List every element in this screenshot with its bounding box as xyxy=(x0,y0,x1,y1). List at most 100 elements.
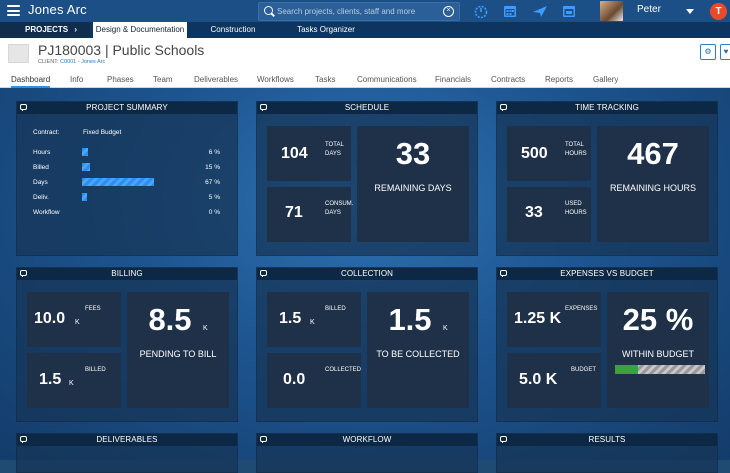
nav-tab-design[interactable]: Design & Documentation xyxy=(93,22,187,38)
tab-dashboard[interactable]: Dashboard xyxy=(11,75,51,88)
nav-tab-construction[interactable]: Construction xyxy=(210,25,256,34)
remaining-days-value: 33 xyxy=(395,136,431,171)
total-hours-label: TOTAL HOURS xyxy=(565,142,587,157)
expenses-label: EXPENSES xyxy=(565,306,598,312)
nav-tab-tasks-organizer[interactable]: Tasks Organizer xyxy=(297,25,355,34)
tab-communications[interactable]: Communications xyxy=(357,75,417,84)
panel-deliverables: DELIVERABLES xyxy=(16,433,238,473)
tab-deliverables[interactable]: Deliverables xyxy=(194,75,239,84)
app-title: Jones Arc xyxy=(28,2,87,17)
client-label: CLIENT: xyxy=(38,59,59,65)
tab-info[interactable]: Info xyxy=(70,75,84,84)
summary-row-pct: 15 % xyxy=(205,164,220,171)
comment-icon[interactable] xyxy=(500,270,507,277)
budget-gauge-fill xyxy=(615,365,638,374)
panel-title: BILLING xyxy=(17,268,237,280)
collection-billed-box: 1.5 K BILLED xyxy=(267,292,361,347)
tab-financials[interactable]: Financials xyxy=(435,75,472,84)
panel-collection: COLLECTION 1.5 K BILLED 0.0 COLLECTED 1.… xyxy=(256,267,478,422)
comment-icon[interactable] xyxy=(500,436,507,443)
chevron-right-icon: › xyxy=(74,25,78,34)
top-bar: Jones Arc × Peter T xyxy=(0,0,730,22)
projects-menu[interactable]: PROJECTS › xyxy=(0,22,90,38)
send-icon[interactable] xyxy=(532,3,548,19)
tab-workflows[interactable]: Workflows xyxy=(257,75,294,84)
user-name[interactable]: Peter xyxy=(637,4,661,15)
timer-icon[interactable] xyxy=(473,3,489,19)
summary-row-label: Deliv. xyxy=(33,194,49,201)
client-link[interactable]: C0001 - Jones Arc xyxy=(60,59,106,65)
collected-box: 0.0 COLLECTED xyxy=(267,353,361,408)
panel-title: PROJECT SUMMARY xyxy=(17,102,237,114)
menu-icon[interactable] xyxy=(7,5,20,16)
panel-billing: BILLING 10.0 K FEES 1.5 K BILLED 8.5 K P… xyxy=(16,267,238,422)
panel-workflow: WORKFLOW xyxy=(256,433,478,473)
pending-value: 8.5 xyxy=(148,302,192,337)
billed-box: 1.5 K BILLED xyxy=(27,353,121,408)
clear-icon[interactable]: × xyxy=(443,6,454,17)
consumed-days-label: CONSUM. DAYS xyxy=(325,201,354,216)
summary-row-label: Days xyxy=(33,179,48,186)
tab-tasks[interactable]: Tasks xyxy=(315,75,336,84)
panel-title: RESULTS xyxy=(497,434,717,446)
schedule-icon[interactable] xyxy=(561,3,577,19)
comment-icon[interactable] xyxy=(20,436,27,443)
avatar[interactable] xyxy=(600,1,623,21)
project-tabs: Dashboard Info Phases Team Deliverables … xyxy=(0,71,730,88)
panel-schedule: SCHEDULE 104 TOTAL DAYS 71 CONSUM. DAYS … xyxy=(256,101,478,256)
comment-icon[interactable] xyxy=(20,270,27,277)
to-be-collected-label: TO BE COLLECTED xyxy=(376,349,460,359)
summary-row-pct: 67 % xyxy=(205,179,220,186)
comment-icon[interactable] xyxy=(20,104,27,111)
to-be-collected-unit: K xyxy=(443,325,448,332)
panel-title: SCHEDULE xyxy=(257,102,477,114)
panel-title: DELIVERABLES xyxy=(17,434,237,446)
fees-label: FEES xyxy=(85,306,101,312)
favorite-button[interactable]: ♥ xyxy=(720,44,730,60)
panel-project-summary: PROJECT SUMMARY Contract: Fixed Budget H… xyxy=(16,101,238,256)
panel-title: TIME TRACKING xyxy=(497,102,717,114)
progress-bar-days xyxy=(82,178,154,186)
tab-reports[interactable]: Reports xyxy=(545,75,574,84)
budget-gauge xyxy=(615,365,705,374)
comment-icon[interactable] xyxy=(260,104,267,111)
within-budget-label: WITHIN BUDGET xyxy=(622,349,694,359)
progress-bar-billed xyxy=(82,163,90,171)
comment-icon[interactable] xyxy=(500,104,507,111)
budget-box: 5.0 K BUDGET xyxy=(507,353,601,408)
search-input[interactable] xyxy=(277,5,437,18)
brand-logo-icon[interactable]: T xyxy=(710,3,727,20)
settings-button[interactable]: ⚙ xyxy=(700,44,716,60)
collected-label: COLLECTED xyxy=(325,367,362,373)
contract-value: Fixed Budget xyxy=(83,129,122,136)
tab-gallery[interactable]: Gallery xyxy=(593,75,619,84)
panel-title: WORKFLOW xyxy=(257,434,477,446)
pending-box: 8.5 K PENDING TO BILL xyxy=(127,292,229,408)
contract-label: Contract: xyxy=(33,129,60,136)
main-nav: PROJECTS › Design & Documentation Constr… xyxy=(0,22,730,38)
collection-billed-unit: K xyxy=(310,319,315,326)
tab-contracts[interactable]: Contracts xyxy=(491,75,526,84)
billed-label: BILLED xyxy=(85,367,106,373)
fees-unit: K xyxy=(75,319,80,326)
panel-expenses-vs-budget: EXPENSES VS BUDGET 1.25 K EXPENSES 5.0 K… xyxy=(496,267,718,422)
gear-icon: ⚙ xyxy=(704,47,712,56)
total-days-label: TOTAL DAYS xyxy=(325,142,344,157)
total-days-box: 104 TOTAL DAYS xyxy=(267,126,351,181)
projects-label: PROJECTS xyxy=(25,25,69,34)
tab-team[interactable]: Team xyxy=(153,75,173,84)
search-box[interactable]: × xyxy=(258,2,460,21)
tab-phases[interactable]: Phases xyxy=(107,75,134,84)
comment-icon[interactable] xyxy=(260,270,267,277)
summary-row-label: Hours xyxy=(33,149,51,156)
collection-billed-value: 1.5 xyxy=(279,310,302,327)
used-hours-label: USED HOURS xyxy=(565,201,587,216)
comment-icon[interactable] xyxy=(260,436,267,443)
consumed-days-box: 71 CONSUM. DAYS xyxy=(267,187,354,242)
summary-row-pct: 5 % xyxy=(208,194,220,201)
chevron-down-icon[interactable] xyxy=(686,9,694,14)
summary-row-label: Workflow xyxy=(33,209,60,216)
calendar-icon[interactable] xyxy=(502,3,518,19)
remaining-hours-box: 467 REMAINING HOURS xyxy=(597,126,709,242)
billed-value: 1.5 xyxy=(39,371,62,388)
